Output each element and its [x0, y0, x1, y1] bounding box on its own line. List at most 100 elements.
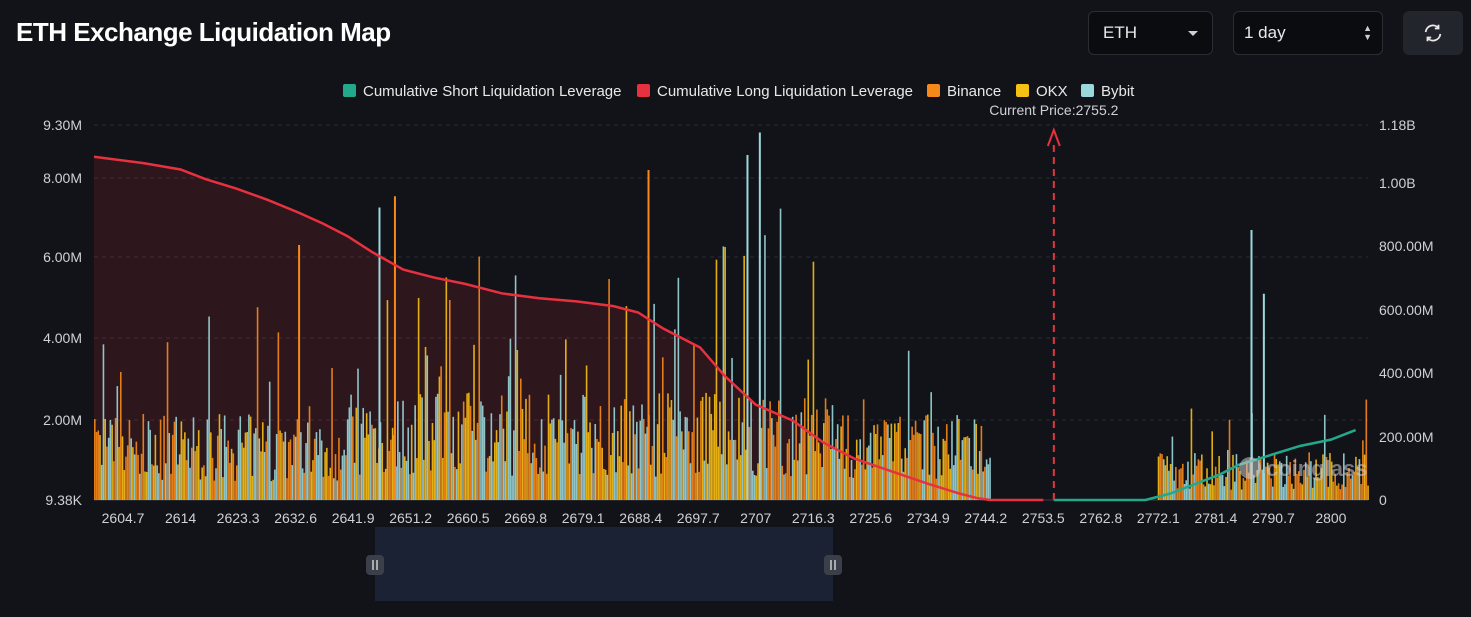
- zoom-handle[interactable]: [824, 555, 842, 575]
- liquidation-bar: [871, 467, 874, 500]
- liquidation-bar: [748, 427, 751, 500]
- liquidation-bar: [888, 438, 891, 500]
- liquidation-bar: [741, 422, 744, 500]
- liquidation-bar: [291, 465, 294, 500]
- legend[interactable]: Cumulative Short Liquidation Leverage Cum…: [343, 83, 1135, 100]
- y-right-tick: 200.00M: [1379, 429, 1433, 445]
- liquidation-bar: [845, 448, 848, 500]
- liquidation-bar: [410, 424, 413, 500]
- liquidation-bar: [211, 457, 214, 500]
- liquidation-bar: [178, 454, 181, 500]
- liquidation-bar: [1176, 488, 1179, 500]
- liquidation-bar: [658, 393, 661, 500]
- liquidation-bar: [642, 418, 645, 500]
- liquidation-bar: [306, 422, 309, 500]
- liquidation-bar: [900, 458, 903, 500]
- liquidation-bar: [149, 429, 152, 500]
- y-right-tick: 0: [1379, 492, 1387, 508]
- zoom-window[interactable]: [375, 527, 833, 601]
- liquidation-bar: [436, 393, 439, 500]
- liquidation-bar: [180, 421, 183, 500]
- legend-item[interactable]: Bybit: [1081, 83, 1135, 100]
- liquidation-bar: [1246, 460, 1248, 500]
- legend-item[interactable]: OKX: [1016, 83, 1068, 100]
- y-right-tick: 1.00B: [1379, 175, 1416, 191]
- liquidation-bar: [656, 424, 659, 500]
- liquidation-bar: [907, 350, 910, 500]
- liquidation-bar: [1291, 483, 1293, 500]
- liquidation-bar: [984, 466, 986, 500]
- liquidation-bar: [407, 427, 410, 500]
- liquidation-bar: [1265, 466, 1267, 500]
- period-select[interactable]: 1 day ▲ ▼: [1233, 11, 1383, 55]
- liquidation-bar: [466, 393, 468, 500]
- liquidation-bar: [705, 392, 707, 500]
- liquidation-bar: [369, 411, 371, 500]
- liquidation-bar: [230, 448, 233, 500]
- liquidation-bar: [961, 440, 964, 500]
- y-left-tick: 6.00M: [43, 249, 82, 265]
- liquidation-bar: [784, 473, 787, 500]
- liquidation-bar: [855, 439, 858, 500]
- legend-item[interactable]: Cumulative Long Liquidation Leverage: [637, 83, 913, 100]
- liquidation-bar: [1346, 471, 1349, 500]
- liquidation-bar: [653, 303, 655, 500]
- liquidation-bar: [1304, 462, 1307, 500]
- legend-item[interactable]: Binance: [927, 83, 1001, 100]
- liquidation-bar: [255, 428, 257, 500]
- liquidation-bar: [670, 400, 673, 500]
- x-tick: 2669.8: [504, 510, 547, 526]
- liquidation-bar: [684, 416, 687, 500]
- liquidation-bar: [1277, 464, 1279, 500]
- liquidation-bar: [978, 451, 981, 500]
- liquidation-bar: [367, 434, 370, 500]
- liquidation-bar: [603, 468, 605, 500]
- liquidation-bar: [701, 396, 704, 500]
- liquidation-bar: [963, 437, 965, 500]
- liquidation-bar: [272, 479, 274, 500]
- symbol-select[interactable]: ETH: [1088, 11, 1213, 55]
- liquidation-bar: [372, 428, 375, 500]
- liquidation-bar: [235, 465, 238, 500]
- liquidation-bar: [758, 132, 761, 500]
- liquidation-bar: [578, 474, 581, 500]
- liquidation-bar: [1168, 470, 1170, 500]
- liquidation-bar: [145, 471, 148, 500]
- liquidation-bar: [528, 394, 531, 500]
- x-tick: 2651.2: [389, 510, 432, 526]
- liquidation-bar: [232, 453, 235, 500]
- liquidation-bar: [322, 476, 325, 500]
- liquidation-bar: [1214, 466, 1217, 500]
- liquidation-bar: [883, 420, 886, 500]
- liquidation-bar: [319, 429, 321, 500]
- liquidation-bar: [876, 424, 879, 500]
- liquidation-bar: [769, 401, 771, 500]
- liquidation-bar: [339, 469, 342, 500]
- liquidation-bar: [445, 277, 448, 500]
- liquidation-bar: [1169, 463, 1172, 500]
- refresh-button[interactable]: [1403, 11, 1463, 55]
- liquidation-bar: [270, 481, 273, 500]
- liquidation-bar: [409, 474, 411, 500]
- liquidation-bar: [251, 475, 254, 500]
- liquidation-bar: [310, 471, 313, 500]
- svg-text:Cumulative Long Liquidation Le: Cumulative Long Liquidation Leverage: [657, 83, 913, 100]
- liquidation-bar: [97, 430, 100, 500]
- liquidation-bar: [762, 399, 765, 500]
- liquidation-bar: [341, 455, 344, 500]
- liquidation-bar: [551, 419, 553, 500]
- legend-item[interactable]: Cumulative Short Liquidation Leverage: [343, 83, 622, 100]
- liquidation-bar: [424, 346, 427, 500]
- liquidation-bar: [942, 438, 945, 500]
- liquidation-bar: [1185, 480, 1188, 500]
- liquidation-bar: [471, 430, 474, 500]
- liquidation-bar: [1351, 475, 1354, 500]
- zoom-handle[interactable]: [366, 555, 384, 575]
- liquidation-bar: [1230, 489, 1233, 500]
- liquidation-bar: [156, 465, 158, 500]
- liquidation-bar: [519, 378, 522, 500]
- x-tick: 2707: [740, 510, 771, 526]
- data-zoom-slider[interactable]: [366, 527, 842, 601]
- liquidation-bar: [116, 386, 119, 500]
- liquidation-bar: [575, 443, 577, 500]
